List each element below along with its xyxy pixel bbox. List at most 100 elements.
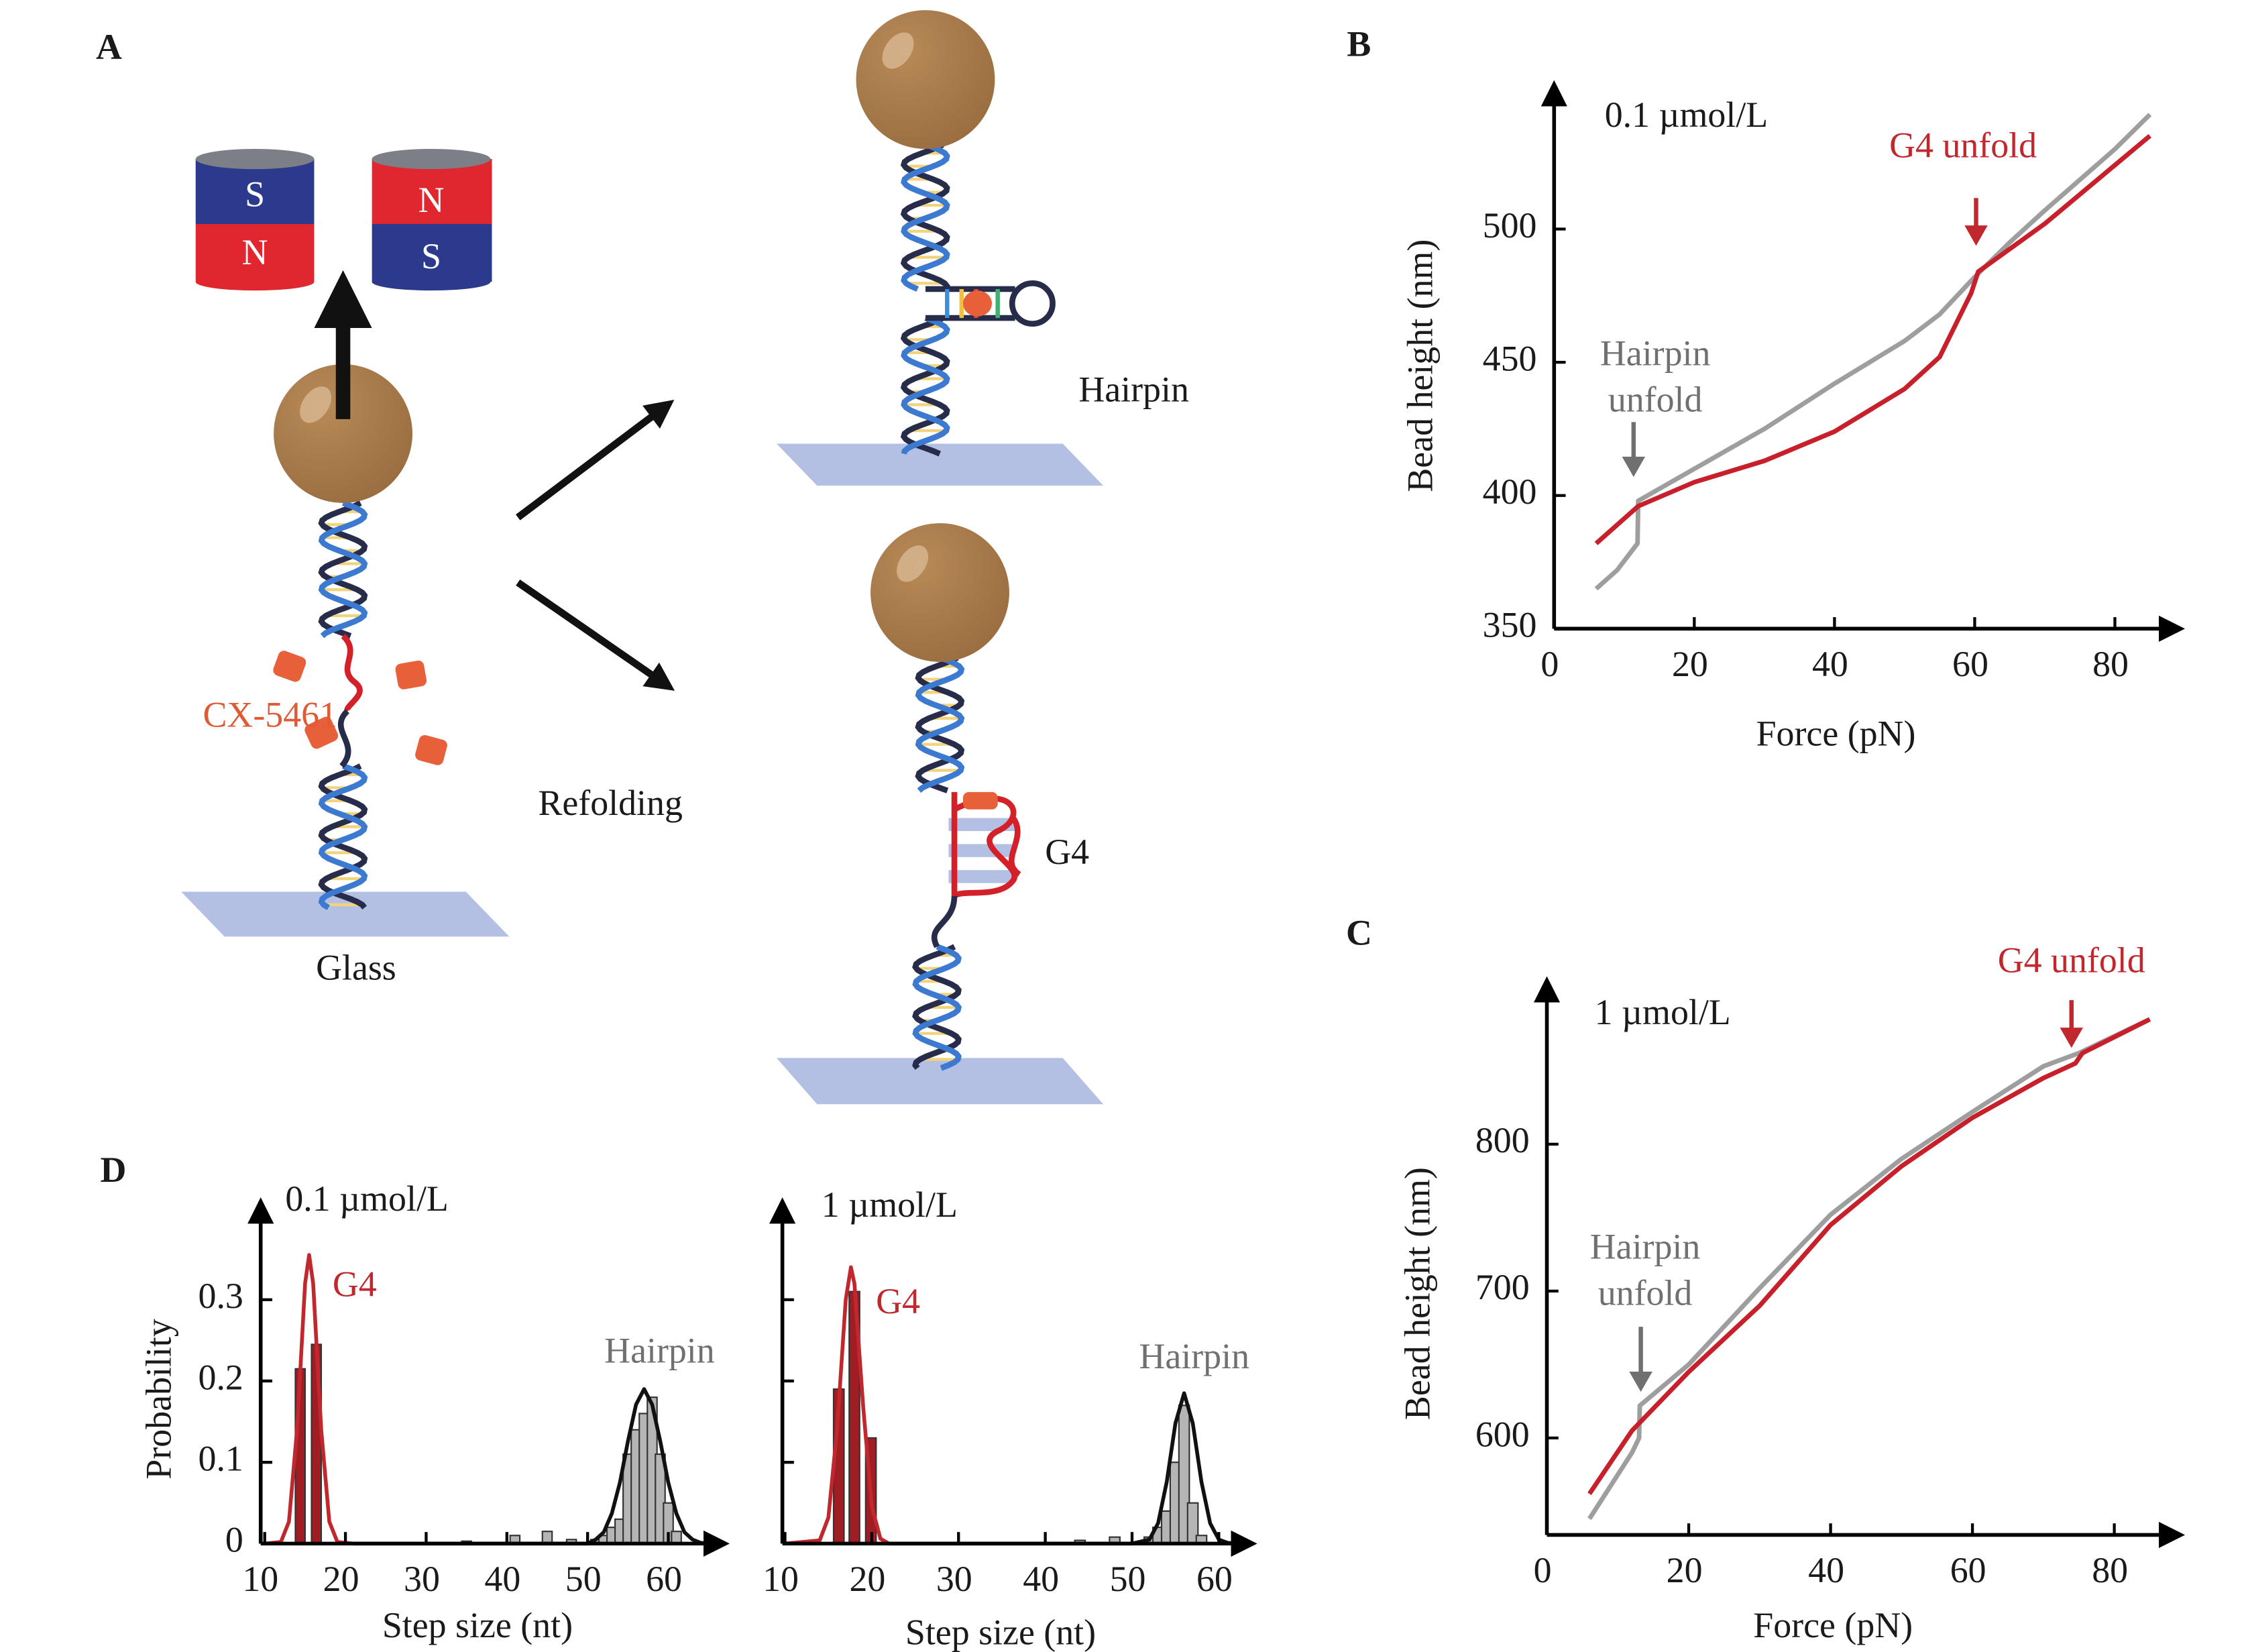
x-tick-label: 80 [2092,644,2129,684]
annotation-arrowhead [1629,1371,1652,1392]
annotation: unfold [1598,1272,1693,1313]
g4-strand [341,633,363,713]
x-tick-label: 60 [1952,644,1988,684]
annotation-arrowhead [1622,456,1646,478]
drug [273,651,306,682]
glass [776,1058,1103,1105]
strand [337,709,351,769]
annotation: 0.1 µmol/L [285,1178,448,1219]
strand [915,655,965,793]
drug [304,716,339,749]
panel-label: A [96,27,122,67]
trace [1587,1017,2151,1521]
drug-label: CX-5461 [203,694,337,734]
dna [318,142,965,1071]
y-tick-label: 0.3 [199,1276,243,1316]
x-tick-label: 0 [1540,644,1559,684]
x-tick-label: 50 [565,1559,602,1599]
y-tick-label: 800 [1475,1120,1530,1160]
glass [181,891,510,937]
annotation: unfold [1608,380,1703,420]
magnet-pole: S [421,236,441,276]
y-axis-label: Bead height (nm) [1400,239,1441,492]
x-tick-label: 10 [242,1559,278,1599]
strand [912,944,962,1071]
annotation: Hairpin [604,1330,715,1370]
strand [318,500,368,639]
annotation: 1 µmol/L [822,1185,958,1225]
g4 [931,791,1021,948]
x-axis-label: Step size (nt) [382,1605,573,1645]
y-tick-label: 0.1 [199,1439,243,1479]
x-tick-label: 20 [323,1559,359,1599]
y-axis-label: Probability [139,1319,179,1479]
y-tick-label: 0 [225,1520,243,1560]
glass-label: Glass [316,947,396,987]
fit-curve [264,1253,354,1546]
x-tick-label: 20 [849,1559,885,1599]
annotation: Hairpin [1590,1226,1701,1266]
x-tick-label: 40 [1023,1559,1059,1599]
magnet-pole: S [245,174,265,215]
trace [1594,113,2152,591]
bead [856,10,995,149]
annotation-arrowhead [2060,1028,2083,1048]
y-tick-label: 0.2 [199,1357,243,1397]
strand [900,142,950,290]
bead [871,523,1009,662]
annotation: G4 unfold [1889,125,2037,165]
x-tick-label: 20 [1672,644,1708,684]
strand [318,500,368,639]
x-tick-label: 40 [1812,644,1848,684]
panel-label: D [100,1150,126,1190]
annotation: G4 [333,1264,377,1304]
magnet-pole: N [418,180,445,220]
annotation-arrowhead [1964,225,1988,246]
x-tick-label: 40 [1808,1550,1844,1590]
y-tick-label: 600 [1475,1414,1530,1454]
x-axis-label: Step size (nt) [905,1612,1096,1652]
annotation: G4 [876,1281,920,1321]
panel-a: A S N N S CX-5461 [96,10,1189,1105]
product-label: G4 [1045,832,1089,872]
y-axis-label: Bead height (nm) [1397,1167,1437,1420]
magnet-pole: N [242,232,268,272]
strand [901,142,950,292]
x-axis-label: Force (pN) [1756,713,1916,753]
y-tick-label: 350 [1483,605,1537,645]
annotation: Hairpin [1139,1336,1249,1376]
annotation: G4 unfold [1998,940,2145,981]
x-tick-label: 50 [1110,1559,1146,1599]
strand [900,315,950,457]
x-tick-label: 80 [2092,1550,2128,1590]
annotation: 0.1 µmol/L [1605,95,1768,135]
y-tick-label: 450 [1483,338,1537,378]
annotation: 1 µmol/L [1595,992,1731,1032]
x-tick-label: 60 [1950,1550,1986,1590]
glass [776,443,1103,486]
arrow [516,399,675,520]
y-tick-label: 700 [1475,1267,1530,1307]
x-tick-label: 60 [1196,1559,1233,1599]
magnet: N S [372,148,492,291]
strand [318,763,368,910]
strand [901,315,950,455]
trace [1587,1017,2151,1496]
x-axis-label: Force (pN) [1753,1605,1913,1645]
y-tick-label: 400 [1483,472,1537,512]
fit-curve [353,1387,709,1546]
annotation: Hairpin [1600,333,1711,374]
arrow [516,579,675,691]
product-label: Hairpin [1078,369,1189,409]
drug [415,734,447,765]
y-tick-label: 500 [1483,205,1537,245]
strand [915,655,965,793]
x-tick-label: 0 [1534,1550,1552,1590]
x-tick-label: 30 [404,1559,440,1599]
drug [395,660,427,690]
hairpin [925,280,1056,327]
fit-curve [785,1265,891,1546]
strand [318,763,368,910]
